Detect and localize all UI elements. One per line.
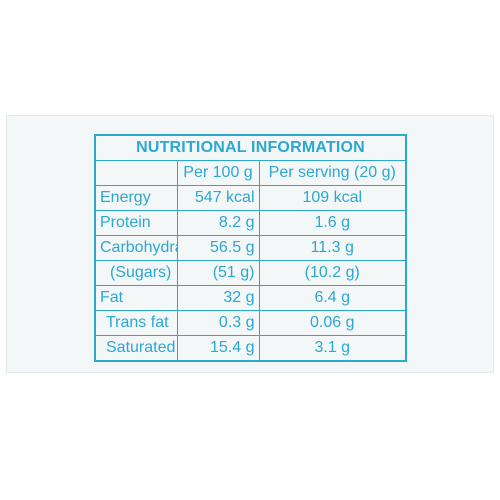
nutrient-name: (Sugars): [94, 260, 178, 286]
table-title-row: NUTRITIONAL INFORMATION: [94, 134, 407, 161]
table-row-fat: Fat 32 g 6.4 g: [94, 285, 407, 311]
value-per-100g: (51 g): [176, 260, 260, 286]
header-per-serving: Per serving (20 g): [258, 160, 407, 186]
table-row-protein: Protein 8.2 g 1.6 g: [94, 210, 407, 236]
value-per-100g: 15.4 g: [176, 335, 260, 362]
value-per-serving: 11.3 g: [258, 235, 407, 261]
nutrient-name: Protein: [94, 210, 178, 236]
table-title: NUTRITIONAL INFORMATION: [94, 134, 407, 161]
value-per-100g: 32 g: [176, 285, 260, 311]
table-row-trans-fat: Trans fat 0.3 g 0.06 g: [94, 310, 407, 336]
nutrient-name: Saturated fat: [94, 335, 178, 362]
value-per-serving: 3.1 g: [258, 335, 407, 362]
header-per-100g: Per 100 g: [176, 160, 260, 186]
table-row-energy: Energy 547 kcal 109 kcal: [94, 185, 407, 211]
value-per-serving: 109 kcal: [258, 185, 407, 211]
table-row-saturated-fat: Saturated fat 15.4 g 3.1 g: [94, 335, 407, 362]
value-per-serving: 0.06 g: [258, 310, 407, 336]
value-per-100g: 547 kcal: [176, 185, 260, 211]
table-header-row: Per 100 g Per serving (20 g): [94, 160, 407, 186]
value-per-100g: 56.5 g: [176, 235, 260, 261]
table-row-carbohydrate: Carbohydrate 56.5 g 11.3 g: [94, 235, 407, 261]
value-per-100g: 8.2 g: [176, 210, 260, 236]
value-per-100g: 0.3 g: [176, 310, 260, 336]
value-per-serving: 1.6 g: [258, 210, 407, 236]
nutrient-name: Carbohydrate: [94, 235, 178, 261]
value-per-serving: (10.2 g): [258, 260, 407, 286]
header-empty-cell: [94, 160, 178, 186]
nutrition-table: NUTRITIONAL INFORMATION Per 100 g Per se…: [94, 134, 407, 362]
nutrient-name: Fat: [94, 285, 178, 311]
value-per-serving: 6.4 g: [258, 285, 407, 311]
nutrient-name: Trans fat: [94, 310, 178, 336]
table-row-sugars: (Sugars) (51 g) (10.2 g): [94, 260, 407, 286]
nutrient-name: Energy: [94, 185, 178, 211]
